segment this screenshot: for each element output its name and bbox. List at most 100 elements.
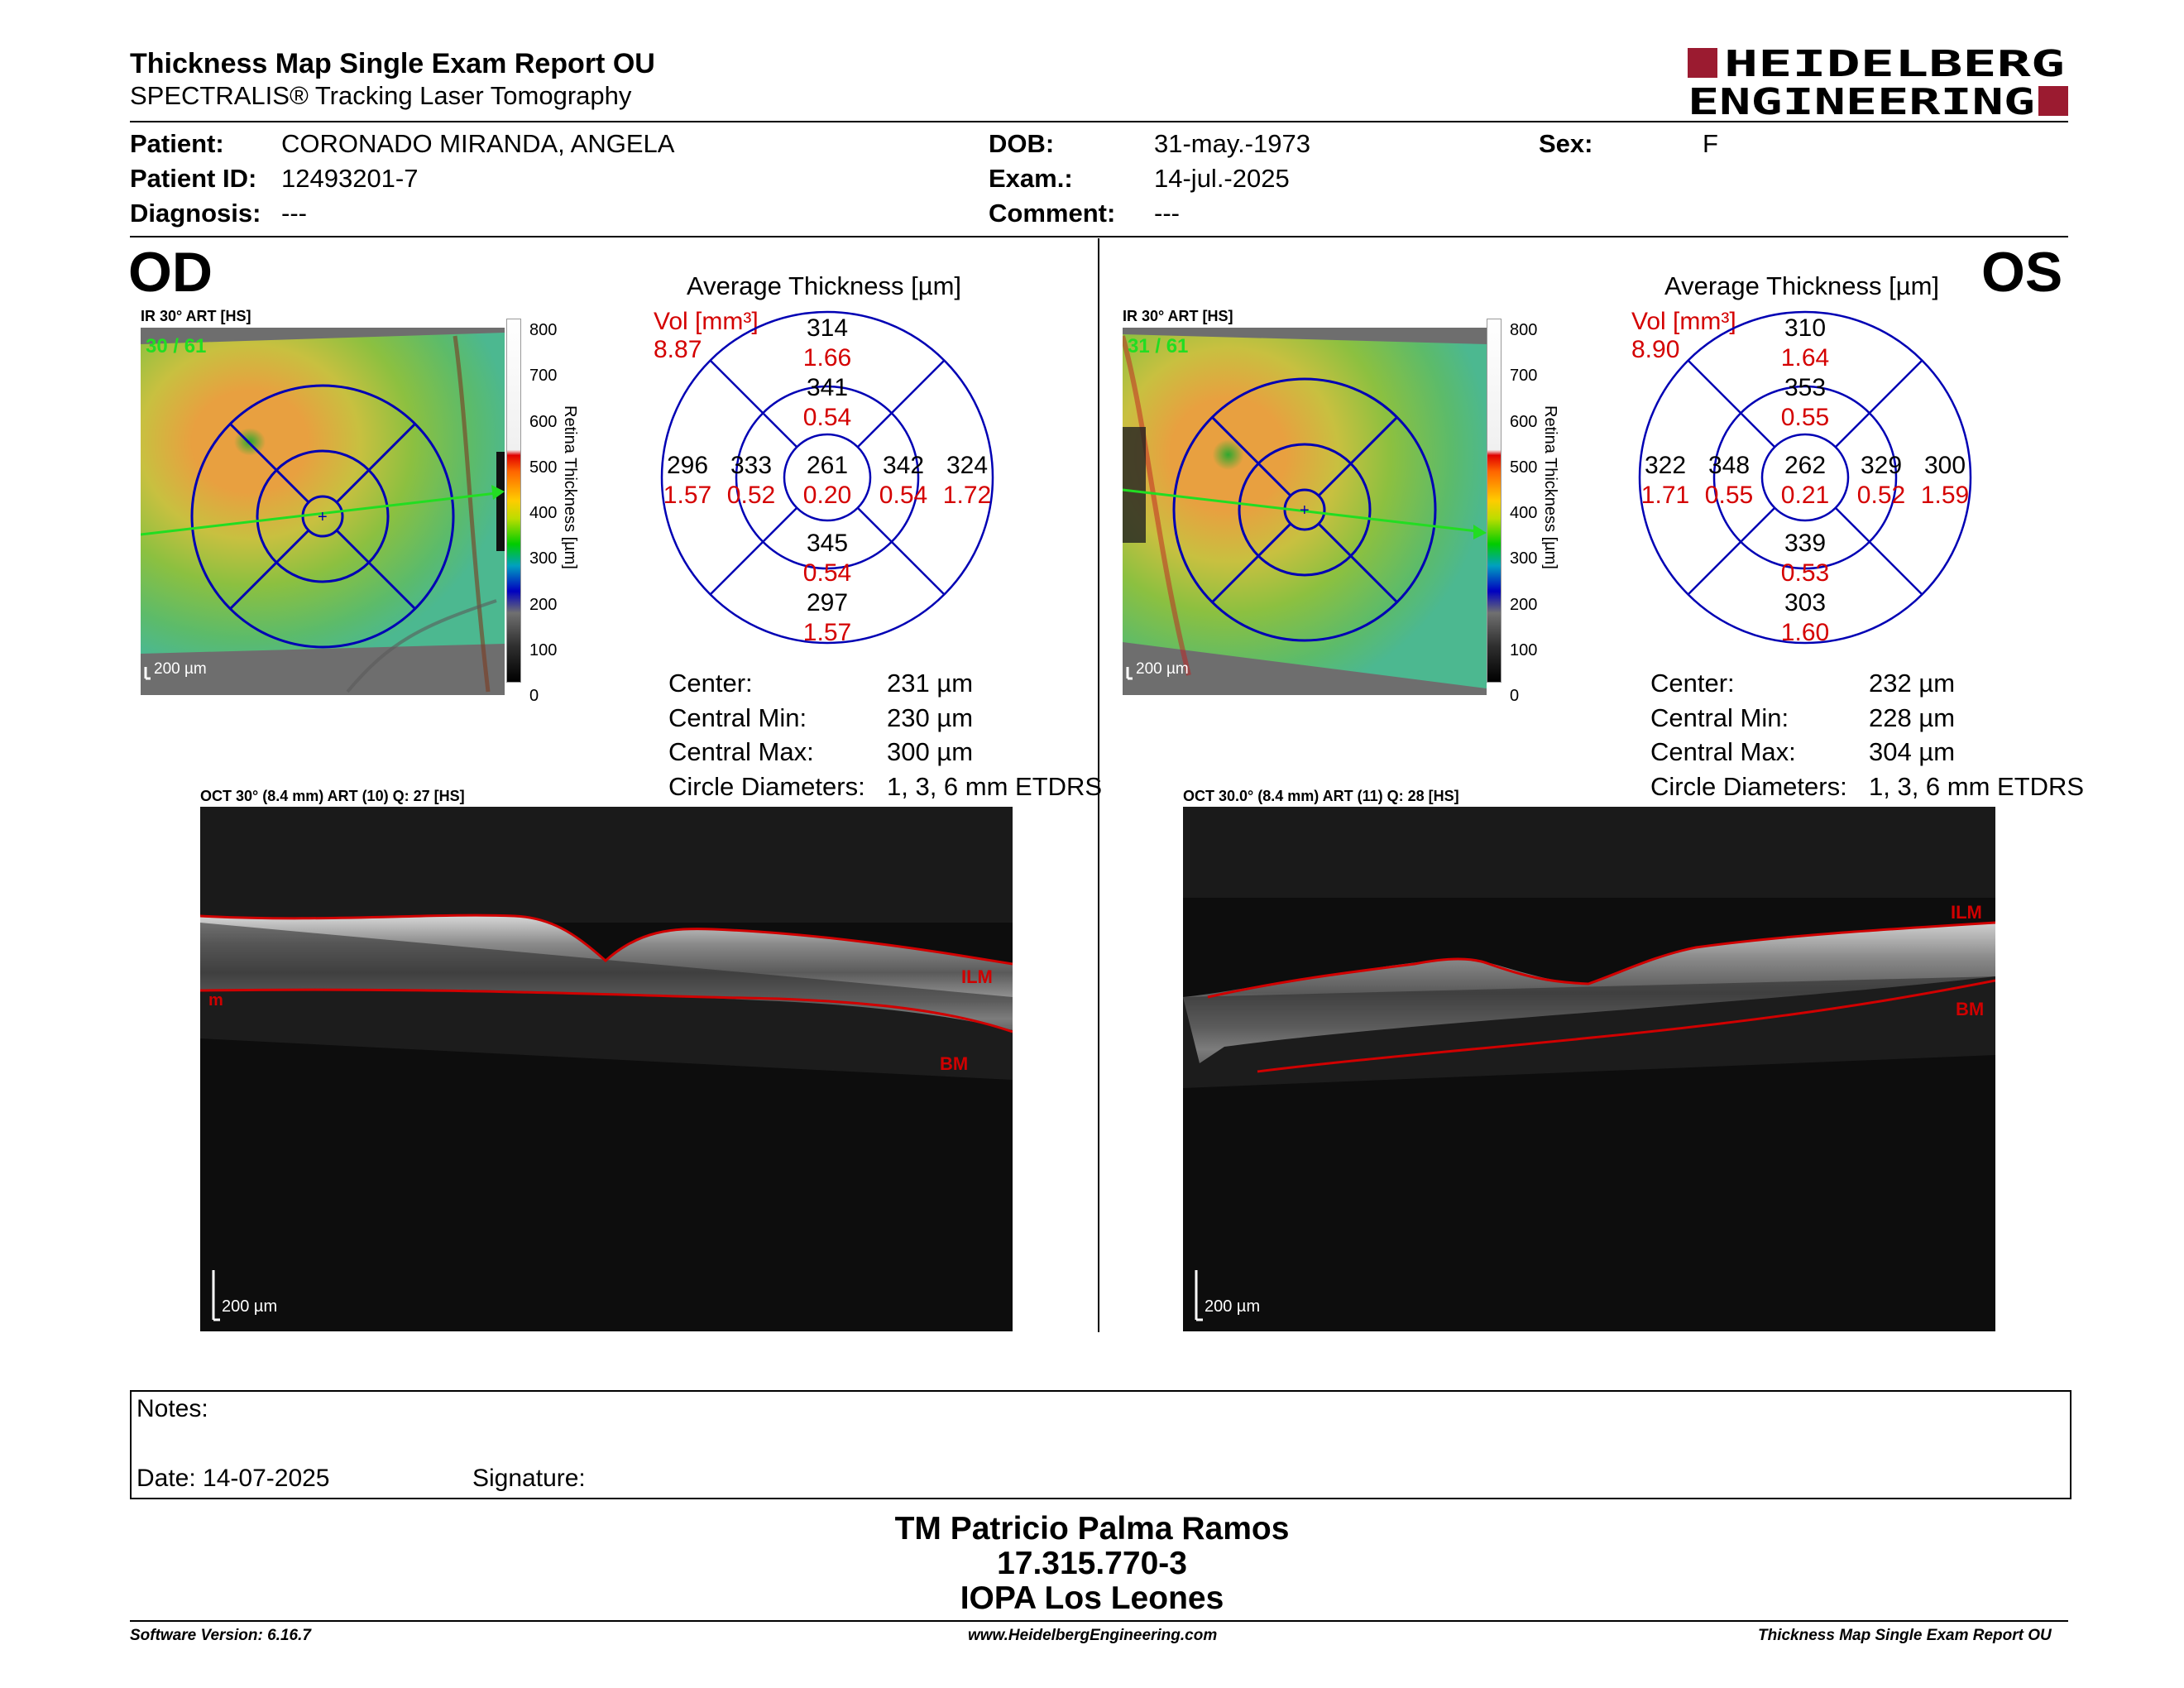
- heidelberg-logo: HEIDELBERG ENGINEERING: [1688, 45, 2068, 119]
- svg-text:341: 341: [807, 374, 848, 401]
- od-max-value: 300 µm: [887, 737, 974, 766]
- svg-text:261: 261: [807, 452, 848, 479]
- os-colorbar-ticks: 800 700 600 500 400 300 200 100 0: [1510, 321, 1538, 706]
- svg-text:324: 324: [946, 452, 988, 479]
- sex-value: F: [1703, 129, 1718, 158]
- svg-text:1.59: 1.59: [1921, 482, 1969, 509]
- dob-value: 31-may.-1973: [1154, 129, 1310, 158]
- svg-text:322: 322: [1645, 452, 1686, 479]
- os-oct-bscan: ILM BM 200 µm: [1183, 807, 1995, 1331]
- od-oct-bscan: ILM BM m 200 µm: [200, 807, 1013, 1331]
- svg-text:314: 314: [807, 314, 848, 342]
- svg-text:200 µm: 200 µm: [222, 1297, 277, 1316]
- os-vol-label: Vol [mm³]: [1631, 308, 1736, 335]
- comment-label: Comment:: [989, 199, 1116, 228]
- od-avg-title: Average Thickness [µm]: [687, 271, 962, 300]
- svg-text:339: 339: [1784, 530, 1826, 557]
- svg-text:297: 297: [807, 589, 848, 616]
- diagnosis-label: Diagnosis:: [130, 199, 261, 228]
- od-min-value: 230 µm: [887, 703, 974, 732]
- od-ir-title: IR 30° ART [HS]: [141, 308, 251, 324]
- svg-text:ILM: ILM: [1951, 902, 1982, 923]
- svg-text:m: m: [208, 991, 223, 1009]
- svg-text:200 µm: 200 µm: [1205, 1297, 1260, 1316]
- os-max-label: Central Max:: [1650, 737, 1796, 766]
- os-thickness-map: + 31 / 61 200 µm: [1123, 328, 1487, 695]
- svg-text:303: 303: [1784, 589, 1826, 616]
- svg-text:1.71: 1.71: [1641, 482, 1689, 509]
- svg-text:0.20: 0.20: [803, 482, 851, 509]
- svg-text:200 µm: 200 µm: [154, 660, 207, 678]
- svg-text:ENGINEERING: ENGINEERING: [1688, 81, 2035, 119]
- os-avg-title: Average Thickness [µm]: [1664, 271, 1940, 300]
- notes-label: Notes:: [136, 1395, 208, 1422]
- notes-date: Date: 14-07-2025: [136, 1465, 330, 1492]
- signoff-rut: 17.315.770-3: [997, 1546, 1187, 1581]
- od-max-label: Central Max:: [668, 737, 814, 766]
- svg-text:348: 348: [1708, 452, 1750, 479]
- od-vol-label: Vol [mm³]: [654, 308, 759, 335]
- svg-text:BM: BM: [940, 1053, 968, 1074]
- software-version: Software Version: 6.16.7: [130, 1627, 311, 1644]
- od-center-value: 231 µm: [887, 669, 974, 698]
- svg-text:+: +: [1300, 501, 1310, 520]
- report-subtitle: SPECTRALIS® Tracking Laser Tomography: [130, 81, 632, 110]
- svg-text:300: 300: [1924, 452, 1966, 479]
- svg-text:0.55: 0.55: [1705, 482, 1753, 509]
- svg-text:1.64: 1.64: [1781, 344, 1829, 372]
- svg-text:0.55: 0.55: [1781, 404, 1829, 431]
- svg-text:345: 345: [807, 530, 848, 557]
- signoff-institution: IOPA Los Leones: [960, 1580, 1224, 1616]
- od-vol-value: 8.87: [654, 336, 702, 363]
- website-link[interactable]: www.HeidelbergEngineering.com: [968, 1627, 1218, 1644]
- svg-text:310: 310: [1784, 314, 1826, 342]
- report-title: Thickness Map Single Exam Report OU: [130, 48, 655, 79]
- os-center-value: 232 µm: [1869, 669, 1956, 698]
- svg-text:31 / 61: 31 / 61: [1128, 335, 1188, 357]
- od-thickness-map: + 30 / 61 200 µm: [141, 328, 505, 695]
- od-diam-label: Circle Diameters:: [668, 772, 865, 801]
- os-diam-value: 1, 3, 6 mm ETDRS: [1869, 772, 2085, 801]
- svg-text:0.54: 0.54: [803, 404, 851, 431]
- os-max-value: 304 µm: [1869, 737, 1956, 766]
- sex-label: Sex:: [1539, 129, 1593, 158]
- svg-text:1.72: 1.72: [943, 482, 991, 509]
- eye-divider: [1098, 238, 1099, 1332]
- patient-label: Patient:: [130, 129, 224, 158]
- notes-box[interactable]: Notes: Date: 14-07-2025 Signature:: [130, 1390, 2071, 1499]
- svg-text:296: 296: [667, 452, 708, 479]
- svg-text:1.66: 1.66: [803, 344, 851, 372]
- svg-text:BM: BM: [1956, 999, 1984, 1019]
- footer-report-name: Thickness Map Single Exam Report OU: [1758, 1627, 2052, 1644]
- exam-value: 14-jul.-2025: [1154, 164, 1290, 193]
- os-min-label: Central Min:: [1650, 703, 1789, 732]
- svg-text:30 / 61: 30 / 61: [146, 335, 206, 357]
- svg-text:ILM: ILM: [961, 966, 993, 987]
- os-min-value: 228 µm: [1869, 703, 1956, 732]
- svg-text:342: 342: [883, 452, 924, 479]
- patient-id-label: Patient ID:: [130, 164, 257, 193]
- os-eye-label: OS: [1981, 241, 2063, 304]
- svg-text:HEIDELBERG: HEIDELBERG: [1724, 45, 2065, 85]
- svg-text:0.54: 0.54: [879, 482, 927, 509]
- od-diam-value: 1, 3, 6 mm ETDRS: [887, 772, 1103, 801]
- os-oct-title: OCT 30.0° (8.4 mm) ART (11) Q: 28 [HS]: [1183, 788, 1459, 804]
- od-eye-label: OD: [128, 241, 213, 304]
- patient-name: CORONADO MIRANDA, ANGELA: [281, 129, 675, 158]
- svg-text:1.57: 1.57: [803, 619, 851, 646]
- svg-text:0.52: 0.52: [727, 482, 775, 509]
- os-colorbar: [1487, 319, 1502, 683]
- signature-label: Signature:: [472, 1465, 586, 1492]
- svg-text:353: 353: [1784, 374, 1826, 401]
- od-etdrs-grid: 314 1.66 341 0.54 261 0.20 345 0.54 297 …: [660, 310, 994, 646]
- svg-text:329: 329: [1861, 452, 1902, 479]
- os-ir-title: IR 30° ART [HS]: [1123, 308, 1233, 324]
- svg-text:333: 333: [730, 452, 772, 479]
- od-center-label: Center:: [668, 669, 753, 698]
- svg-text:262: 262: [1784, 452, 1826, 479]
- patient-id: 12493201-7: [281, 164, 419, 193]
- svg-text:+: +: [318, 508, 328, 526]
- os-etdrs-grid: 310 1.64 353 0.55 262 0.21 339 0.53 303 …: [1638, 310, 1972, 646]
- svg-text:0.52: 0.52: [1857, 482, 1905, 509]
- svg-text:200 µm: 200 µm: [1136, 660, 1189, 678]
